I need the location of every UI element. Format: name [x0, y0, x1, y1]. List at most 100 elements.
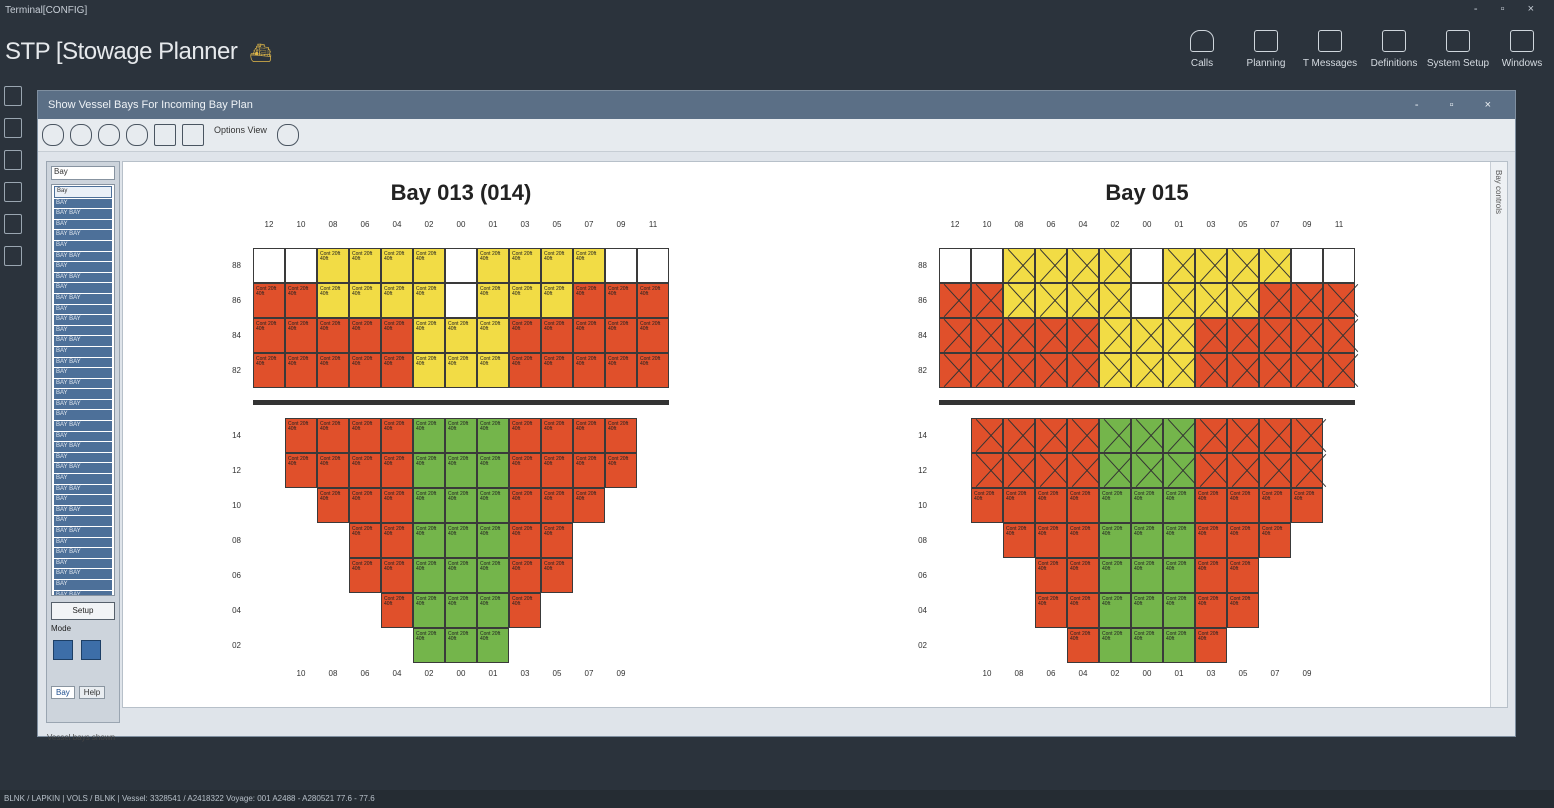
bay-list-item[interactable]: BAY BAY — [54, 548, 112, 558]
bay-slot[interactable] — [445, 248, 477, 283]
bay-list-item[interactable]: BAY — [54, 368, 112, 378]
bay-list-item[interactable]: BAY BAY — [54, 527, 112, 537]
options-view-button[interactable]: Options View — [214, 125, 267, 135]
bay-slot[interactable] — [971, 418, 1003, 453]
nav-calls[interactable]: Calls — [1170, 28, 1234, 69]
bay-slot[interactable]: Cont 20ft 40ft — [541, 523, 573, 558]
bay-slot[interactable]: Cont 20ft 40ft — [637, 283, 669, 318]
bay-slot[interactable]: Cont 20ft 40ft — [1163, 593, 1195, 628]
bay-slot[interactable]: Cont 20ft 40ft — [477, 628, 509, 663]
bay-slot[interactable] — [939, 248, 971, 283]
bay-slot[interactable]: Cont 20ft 40ft — [509, 418, 541, 453]
bay-list-item[interactable]: BAY — [54, 579, 112, 590]
bay-slot[interactable]: Cont 20ft 40ft — [1227, 488, 1259, 523]
bay-slot[interactable]: Cont 20ft 40ft — [541, 353, 573, 388]
bay-slot[interactable]: Cont 20ft 40ft — [605, 318, 637, 353]
bay-slot[interactable]: Cont 20ft 40ft — [1099, 593, 1131, 628]
bay-slot[interactable]: Cont 20ft 40ft — [317, 248, 349, 283]
bay-slot[interactable] — [1259, 418, 1291, 453]
bay-list-item[interactable]: BAY BAY — [54, 336, 112, 346]
bay-slot[interactable]: Cont 20ft 40ft — [1227, 558, 1259, 593]
bay-slot[interactable]: Cont 20ft 40ft — [381, 418, 413, 453]
bay-slot[interactable]: Cont 20ft 40ft — [349, 523, 381, 558]
bay-slot[interactable] — [1323, 248, 1355, 283]
bay-slot[interactable]: Cont 20ft 40ft — [541, 488, 573, 523]
bay-slot[interactable]: Cont 20ft 40ft — [253, 318, 285, 353]
bay-slot[interactable]: Cont 20ft 40ft — [509, 523, 541, 558]
bay-slot[interactable] — [1227, 418, 1259, 453]
bay-slot[interactable] — [1035, 453, 1067, 488]
bay-slot[interactable]: Cont 20ft 40ft — [381, 283, 413, 318]
bay-slot[interactable]: Cont 20ft 40ft — [573, 318, 605, 353]
bay-list-item[interactable]: BAY BAY — [54, 209, 112, 219]
bay-list-item[interactable]: BAY BAY — [54, 251, 112, 262]
bay-slot[interactable] — [1227, 453, 1259, 488]
bay-slot[interactable] — [1195, 353, 1227, 388]
bay-slot[interactable]: Cont 20ft 40ft — [349, 353, 381, 388]
bay-slot[interactable] — [1195, 453, 1227, 488]
bay-slot[interactable] — [1067, 353, 1099, 388]
bay-slot[interactable]: Cont 20ft 40ft — [285, 453, 317, 488]
bay-slot[interactable]: Cont 20ft 40ft — [1131, 523, 1163, 558]
bay-slot[interactable] — [1067, 248, 1099, 283]
bay-slot[interactable] — [1323, 353, 1355, 388]
bay-slot[interactable]: Cont 20ft 40ft — [605, 453, 637, 488]
bay-list-item[interactable]: BAY — [54, 410, 112, 421]
nav-definitions[interactable]: Definitions — [1362, 28, 1426, 69]
bay-slot[interactable] — [1195, 418, 1227, 453]
bay-slot[interactable]: Cont 20ft 40ft — [509, 318, 541, 353]
bay-slot[interactable]: Cont 20ft 40ft — [349, 283, 381, 318]
bay-slot[interactable]: Cont 20ft 40ft — [381, 248, 413, 283]
bay-slot[interactable]: Cont 20ft 40ft — [477, 418, 509, 453]
bay-slot[interactable]: Cont 20ft 40ft — [541, 558, 573, 593]
bay-slot[interactable] — [971, 283, 1003, 318]
bay-slot[interactable]: Cont 20ft 40ft — [573, 353, 605, 388]
bay-slot[interactable]: Cont 20ft 40ft — [349, 248, 381, 283]
bay-slot[interactable]: Cont 20ft 40ft — [477, 558, 509, 593]
bay-slot[interactable] — [1227, 248, 1259, 283]
bay-list-item[interactable]: BAY — [54, 346, 112, 357]
bay-slot[interactable] — [1003, 418, 1035, 453]
bay-slot[interactable] — [1195, 283, 1227, 318]
bay-slot[interactable] — [1035, 318, 1067, 353]
bay-slot[interactable]: Cont 20ft 40ft — [509, 593, 541, 628]
import-icon[interactable] — [53, 640, 73, 660]
bay-slot[interactable]: Cont 20ft 40ft — [1003, 523, 1035, 558]
bay-slot[interactable]: Cont 20ft 40ft — [317, 353, 349, 388]
bay-select[interactable]: Bay — [51, 166, 115, 180]
bay-slot[interactable]: Cont 20ft 40ft — [413, 488, 445, 523]
bay-slot[interactable]: Cont 20ft 40ft — [605, 353, 637, 388]
bay-list-item[interactable]: BAY BAY — [54, 230, 112, 240]
bay-slot[interactable]: Cont 20ft 40ft — [349, 418, 381, 453]
gear-icon[interactable] — [4, 182, 22, 202]
bay-slot[interactable]: Cont 20ft 40ft — [285, 353, 317, 388]
bay-slot[interactable]: Cont 20ft 40ft — [637, 318, 669, 353]
bay-slot[interactable]: Cont 20ft 40ft — [381, 453, 413, 488]
bay-slot[interactable] — [939, 283, 971, 318]
bay-slot[interactable]: Cont 20ft 40ft — [1035, 523, 1067, 558]
bay-slot[interactable]: Cont 20ft 40ft — [509, 353, 541, 388]
bay-slot[interactable] — [1259, 353, 1291, 388]
bay-slot[interactable] — [1227, 283, 1259, 318]
zoom-fit-icon[interactable] — [98, 124, 120, 146]
bay-slot[interactable]: Cont 20ft 40ft — [1195, 523, 1227, 558]
bay-slot[interactable]: Cont 20ft 40ft — [445, 488, 477, 523]
bay-slot[interactable]: Cont 20ft 40ft — [1067, 558, 1099, 593]
bay-slot[interactable] — [1067, 453, 1099, 488]
pan-icon[interactable] — [126, 124, 148, 146]
nav-messages[interactable]: T Messages — [1298, 28, 1362, 69]
bay-slot[interactable]: Cont 20ft 40ft — [477, 318, 509, 353]
bay-slot[interactable]: Cont 20ft 40ft — [1291, 488, 1323, 523]
bay-slot[interactable] — [1163, 353, 1195, 388]
bay-slot[interactable]: Cont 20ft 40ft — [413, 318, 445, 353]
bay-slot[interactable]: Cont 20ft 40ft — [541, 418, 573, 453]
bay-slot[interactable]: Cont 20ft 40ft — [477, 523, 509, 558]
bay-slot[interactable]: Cont 20ft 40ft — [509, 283, 541, 318]
bay-slot[interactable] — [1131, 418, 1163, 453]
bay-slot[interactable]: Cont 20ft 40ft — [509, 488, 541, 523]
chart-icon[interactable] — [4, 246, 22, 266]
bay-slot[interactable]: Cont 20ft 40ft — [477, 248, 509, 283]
bay-slot[interactable]: Cont 20ft 40ft — [541, 248, 573, 283]
bay-slot[interactable] — [1035, 418, 1067, 453]
mode-select[interactable]: Mode — [51, 624, 72, 633]
